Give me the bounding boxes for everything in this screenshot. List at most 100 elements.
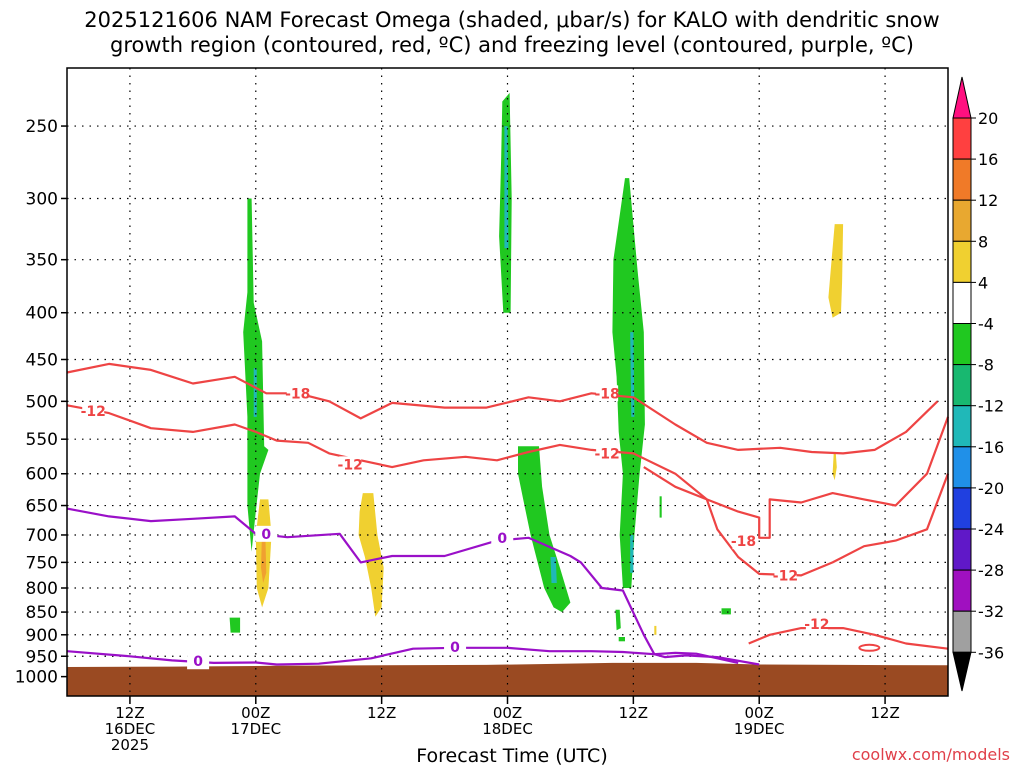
contour-label: -12 [81, 404, 106, 420]
omega-region [504, 126, 509, 249]
x-tick-label: 12Z [367, 704, 396, 722]
y-tick-label: 600 [26, 465, 58, 485]
chart-title-line-2: growth region (contoured, red, ºC) and f… [110, 33, 914, 57]
colorbar: 20 16 12 8 4 -4 -8 -12 -16 -20 -24 -28 -32 -36 [952, 76, 1004, 692]
contour-label-bg [82, 402, 105, 419]
x-tick-label: 12Z [115, 704, 144, 722]
colorbar-segment [952, 199, 972, 242]
omega-region [654, 625, 657, 635]
y-axis: 250 300 350 400 450 500 550 600 650 700 750 800 850 9… [15, 117, 67, 688]
contour-label-bg [286, 385, 309, 402]
colorbar-label: -20 [978, 479, 1004, 498]
colorbar-top-arrow [952, 76, 972, 119]
contour-label-bg [774, 567, 797, 584]
colorbar-label: -8 [978, 356, 994, 375]
y-tick-label: 700 [26, 526, 58, 546]
colorbar-segment [952, 240, 972, 283]
x-tick-label: 17DEC [230, 720, 281, 738]
contour-line [66, 507, 760, 666]
x-tick-label: 19DEC [734, 720, 785, 738]
contour-line [66, 404, 950, 539]
contour-label-bg [444, 638, 467, 655]
omega-region [550, 557, 557, 583]
contour-label-bg [491, 529, 514, 546]
x-tick-label: 2025 [111, 736, 149, 754]
x-tick-label: 00Z [745, 704, 774, 722]
omega-shading-layer [229, 92, 844, 642]
colorbar-label: -32 [978, 602, 1004, 621]
contour-label: 0 [450, 640, 460, 656]
omega-region [261, 529, 267, 583]
contour-label-bg [596, 445, 619, 462]
contour-label-bg [596, 385, 619, 402]
colorbar-segment [952, 528, 972, 571]
chart-title-line-1: 2025121606 NAM Forecast Omega (shaded, μ… [84, 8, 940, 32]
y-tick-label: 250 [26, 117, 58, 137]
omega-region [832, 453, 837, 481]
x-tick-label: 00Z [493, 704, 522, 722]
contour-label-bg [187, 653, 210, 670]
contour-label: -12 [804, 617, 829, 633]
x-tick-label: 18DEC [482, 720, 533, 738]
colorbar-label: 12 [978, 191, 998, 210]
colorbar-segment [952, 569, 972, 612]
colorbar-segment [952, 487, 972, 530]
x-axis-title: Forecast Time (UTC) [416, 745, 608, 767]
omega-region [253, 368, 257, 417]
credit-text: coolwx.com/models [851, 745, 1010, 764]
omega-region [659, 496, 662, 518]
contour-label: 0 [497, 531, 507, 547]
x-tick-label: 16DEC [105, 720, 156, 738]
contour-line [858, 643, 881, 652]
contour-label: -12 [338, 457, 363, 473]
contour-line [643, 466, 950, 577]
y-tick-label: 750 [26, 553, 58, 573]
contour-label-bg [732, 533, 755, 550]
contour-label: -18 [731, 534, 756, 550]
x-tick-label: 12Z [870, 704, 899, 722]
contour-label-bg [339, 456, 362, 473]
y-tick-label: 500 [26, 392, 58, 412]
contour-label: -12 [594, 446, 619, 462]
colorbar-label: -36 [978, 643, 1004, 662]
contour-label: -18 [594, 386, 619, 402]
y-tick-label: 850 [26, 603, 58, 623]
y-tick-label: 400 [26, 304, 58, 324]
colorbar-segment [952, 610, 972, 653]
contour-line [748, 627, 949, 650]
colorbar-label: -24 [978, 520, 1004, 539]
colorbar-label: -12 [978, 397, 1004, 416]
colorbar-label: -4 [978, 315, 994, 334]
contour-label: -18 [285, 386, 310, 402]
y-tick-label: 350 [26, 251, 58, 271]
contour-label: 0 [261, 527, 271, 543]
contour-labels: -12 -18 -12 -18 -12 -18 -12 -12 0 0 0 0 [81, 385, 830, 670]
contour-line [66, 362, 939, 455]
colorbar-label: 4 [978, 273, 988, 292]
colorbar-label: 8 [978, 232, 988, 251]
omega-region [618, 637, 625, 642]
omega-region [721, 608, 731, 615]
contour-label: 0 [193, 654, 203, 670]
colorbar-label: 20 [978, 109, 998, 128]
y-tick-label: 950 [26, 647, 58, 667]
omega-region [518, 446, 571, 613]
contour-label-bg [255, 525, 278, 542]
colorbar-label: 16 [978, 150, 998, 169]
y-tick-label: 450 [26, 350, 58, 370]
terrain-layer [67, 662, 948, 696]
x-tick-label: 12Z [619, 704, 648, 722]
colorbar-segment [952, 323, 972, 366]
colorbar-label: -28 [978, 561, 1004, 580]
omega-region [358, 493, 384, 617]
terrain-fill [67, 662, 948, 696]
omega-region [615, 609, 621, 631]
y-tick-label: 650 [26, 497, 58, 517]
y-tick-label: 1000 [15, 668, 58, 688]
colorbar-segment [952, 158, 972, 201]
contour-label: -12 [773, 568, 798, 584]
omega-region [229, 617, 241, 633]
omega-region [828, 224, 844, 318]
x-tick-label: 00Z [241, 704, 270, 722]
